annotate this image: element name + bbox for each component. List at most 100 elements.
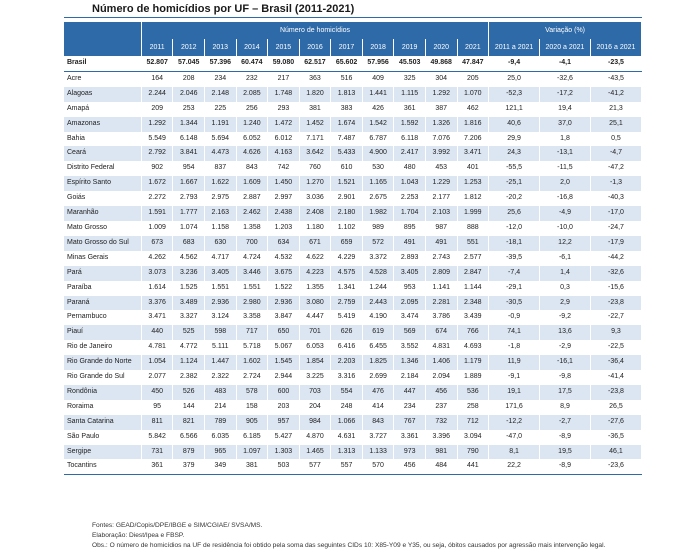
homicide-count-cell: 536 [457, 384, 490, 400]
homicide-count-cell: 5.111 [204, 340, 237, 356]
uf-name: Acre [64, 71, 142, 87]
homicide-count-cell: 2.408 [299, 206, 332, 221]
homicide-count-cell: 1.054 [141, 355, 174, 371]
homicide-count-cell: 2.253 [393, 191, 426, 207]
homicide-count-cell: 480 [393, 161, 426, 177]
homicide-count-cell: 2.094 [425, 370, 458, 385]
variation-cell: 40,6 [488, 116, 541, 132]
homicide-count-cell: 5.427 [267, 429, 300, 445]
homicide-count-cell: 1.999 [457, 206, 490, 221]
homicide-count-cell: 2.980 [236, 295, 269, 311]
homicide-count-cell: 234 [393, 399, 426, 415]
homicide-count-cell: 1.777 [172, 206, 206, 221]
variation-cell: 12,2 [539, 235, 591, 251]
homicide-count-cell: 2.847 [457, 265, 490, 281]
variation-cell: -29,1 [488, 280, 541, 296]
homicide-count-cell: 304 [425, 71, 458, 87]
homicide-count-cell: 217 [267, 71, 300, 87]
homicide-count-cell: 4.693 [457, 340, 490, 356]
homicide-count-cell: 5.067 [267, 340, 300, 356]
uf-name: Minas Gerais [64, 250, 142, 266]
homicide-count-cell: 361 [141, 459, 174, 476]
uf-name: São Paulo [64, 429, 142, 445]
homicide-count-cell: 383 [330, 101, 363, 117]
homicide-count-cell: 3.094 [457, 429, 490, 445]
homicide-count-cell: 2.743 [425, 250, 458, 266]
header-variation-period: 2011 a 2021 [488, 39, 541, 56]
homicide-count-cell: 2.281 [425, 295, 458, 311]
homicide-count-cell: 1.292 [141, 116, 174, 132]
variation-cell: -32,6 [539, 71, 591, 87]
homicide-count-cell: 49.868 [425, 56, 458, 72]
homicide-count-cell: 1.592 [393, 116, 426, 132]
table-row: São Paulo 5.842 6.566 6.035 6.185 5.427 4.870 4… [64, 429, 643, 445]
uf-name: Santa Catarina [64, 414, 142, 430]
homicide-count-cell: 476 [362, 384, 395, 400]
homicide-count-cell: 3.124 [204, 310, 237, 326]
homicide-count-cell: 4.163 [267, 146, 300, 162]
homicide-count-cell: 409 [362, 71, 395, 87]
homicide-count-cell: 1.452 [299, 116, 332, 132]
variation-cell: -22,5 [590, 340, 643, 356]
homicide-count-cell: 2.046 [172, 86, 206, 102]
homicide-count-cell: 2.348 [457, 295, 490, 311]
homicide-count-cell: 381 [299, 101, 332, 117]
homicide-count-cell: 1.622 [204, 176, 237, 192]
homicide-count-cell: 2.975 [204, 191, 237, 207]
homicide-count-cell: 234 [204, 71, 237, 87]
homicide-count-cell: 3.036 [299, 191, 332, 207]
uf-name: Tocantins [64, 459, 142, 476]
variation-cell: -30,5 [488, 295, 541, 311]
homicide-count-cell: 1.313 [330, 444, 363, 460]
homicide-count-cell: 4.528 [362, 265, 395, 281]
homicide-count-cell: 731 [141, 444, 174, 460]
header-year: 2016 [299, 39, 332, 56]
uf-name: Bahia [64, 131, 142, 147]
variation-cell: 1,4 [539, 265, 591, 281]
table-row: Brasil 52.807 57.045 57.396 60.474 59.080 62.5… [64, 56, 643, 72]
homicide-count-cell: 1.141 [425, 280, 458, 296]
homicide-count-cell: 47.847 [457, 56, 490, 72]
homicide-count-cell: 6.566 [172, 429, 206, 445]
homicide-count-cell: 45.503 [393, 56, 426, 72]
note-observation: Obs.: O número de homicídios na UF de re… [92, 542, 606, 549]
homicide-count-cell: 569 [393, 325, 426, 341]
homicide-count-cell: 516 [330, 71, 363, 87]
homicide-count-cell: 95 [141, 399, 174, 415]
homicide-count-cell: 3.225 [299, 370, 332, 385]
variation-cell: -22,7 [590, 310, 643, 326]
homicide-count-cell: 902 [141, 161, 174, 177]
table-row: Piauí 440 525 598 717 650 701 626 619 569 674 766 74… [64, 325, 643, 341]
table-row: Pará 3.073 3.236 3.405 3.446 3.675 4.223 4.575 4… [64, 265, 643, 281]
homicide-count-cell: 1.303 [267, 444, 300, 460]
homicide-count-cell: 441 [457, 459, 490, 476]
uf-name: Mato Grosso do Sul [64, 235, 142, 251]
homicide-count-cell: 2.901 [330, 191, 363, 207]
homicide-count-cell: 1.341 [330, 280, 363, 296]
variation-cell: -2,9 [539, 340, 591, 356]
homicide-count-cell: 600 [267, 384, 300, 400]
variation-cell: -12,2 [488, 414, 541, 430]
homicide-count-cell: 1.326 [425, 116, 458, 132]
homicide-count-cell: 1.889 [457, 370, 490, 385]
homicide-count-cell: 363 [299, 71, 332, 87]
homicide-count-cell: 2.417 [393, 146, 426, 162]
homicide-count-cell: 1.551 [204, 280, 237, 296]
homicide-count-cell: 5.694 [204, 131, 237, 147]
variation-cell: -25,1 [488, 176, 541, 192]
homicide-count-cell: 1.191 [204, 116, 237, 132]
homicide-count-cell: 2.077 [141, 370, 174, 385]
homicide-count-cell: 1.355 [299, 280, 332, 296]
variation-cell: 19,4 [539, 101, 591, 117]
homicide-count-cell: 2.793 [172, 191, 206, 207]
homicide-count-cell: 3.372 [362, 250, 395, 266]
homicide-count-cell: 1.406 [425, 355, 458, 371]
homicide-count-cell: 483 [204, 384, 237, 400]
variation-cell: 0,5 [590, 131, 643, 147]
header-count-group: Número de homicídios [141, 22, 490, 39]
homicide-count-cell: 258 [457, 399, 490, 415]
homicide-count-cell: 1.179 [457, 355, 490, 371]
homicide-count-cell: 525 [172, 325, 206, 341]
homicide-count-cell: 6.185 [236, 429, 269, 445]
variation-cell: -1,8 [488, 340, 541, 356]
